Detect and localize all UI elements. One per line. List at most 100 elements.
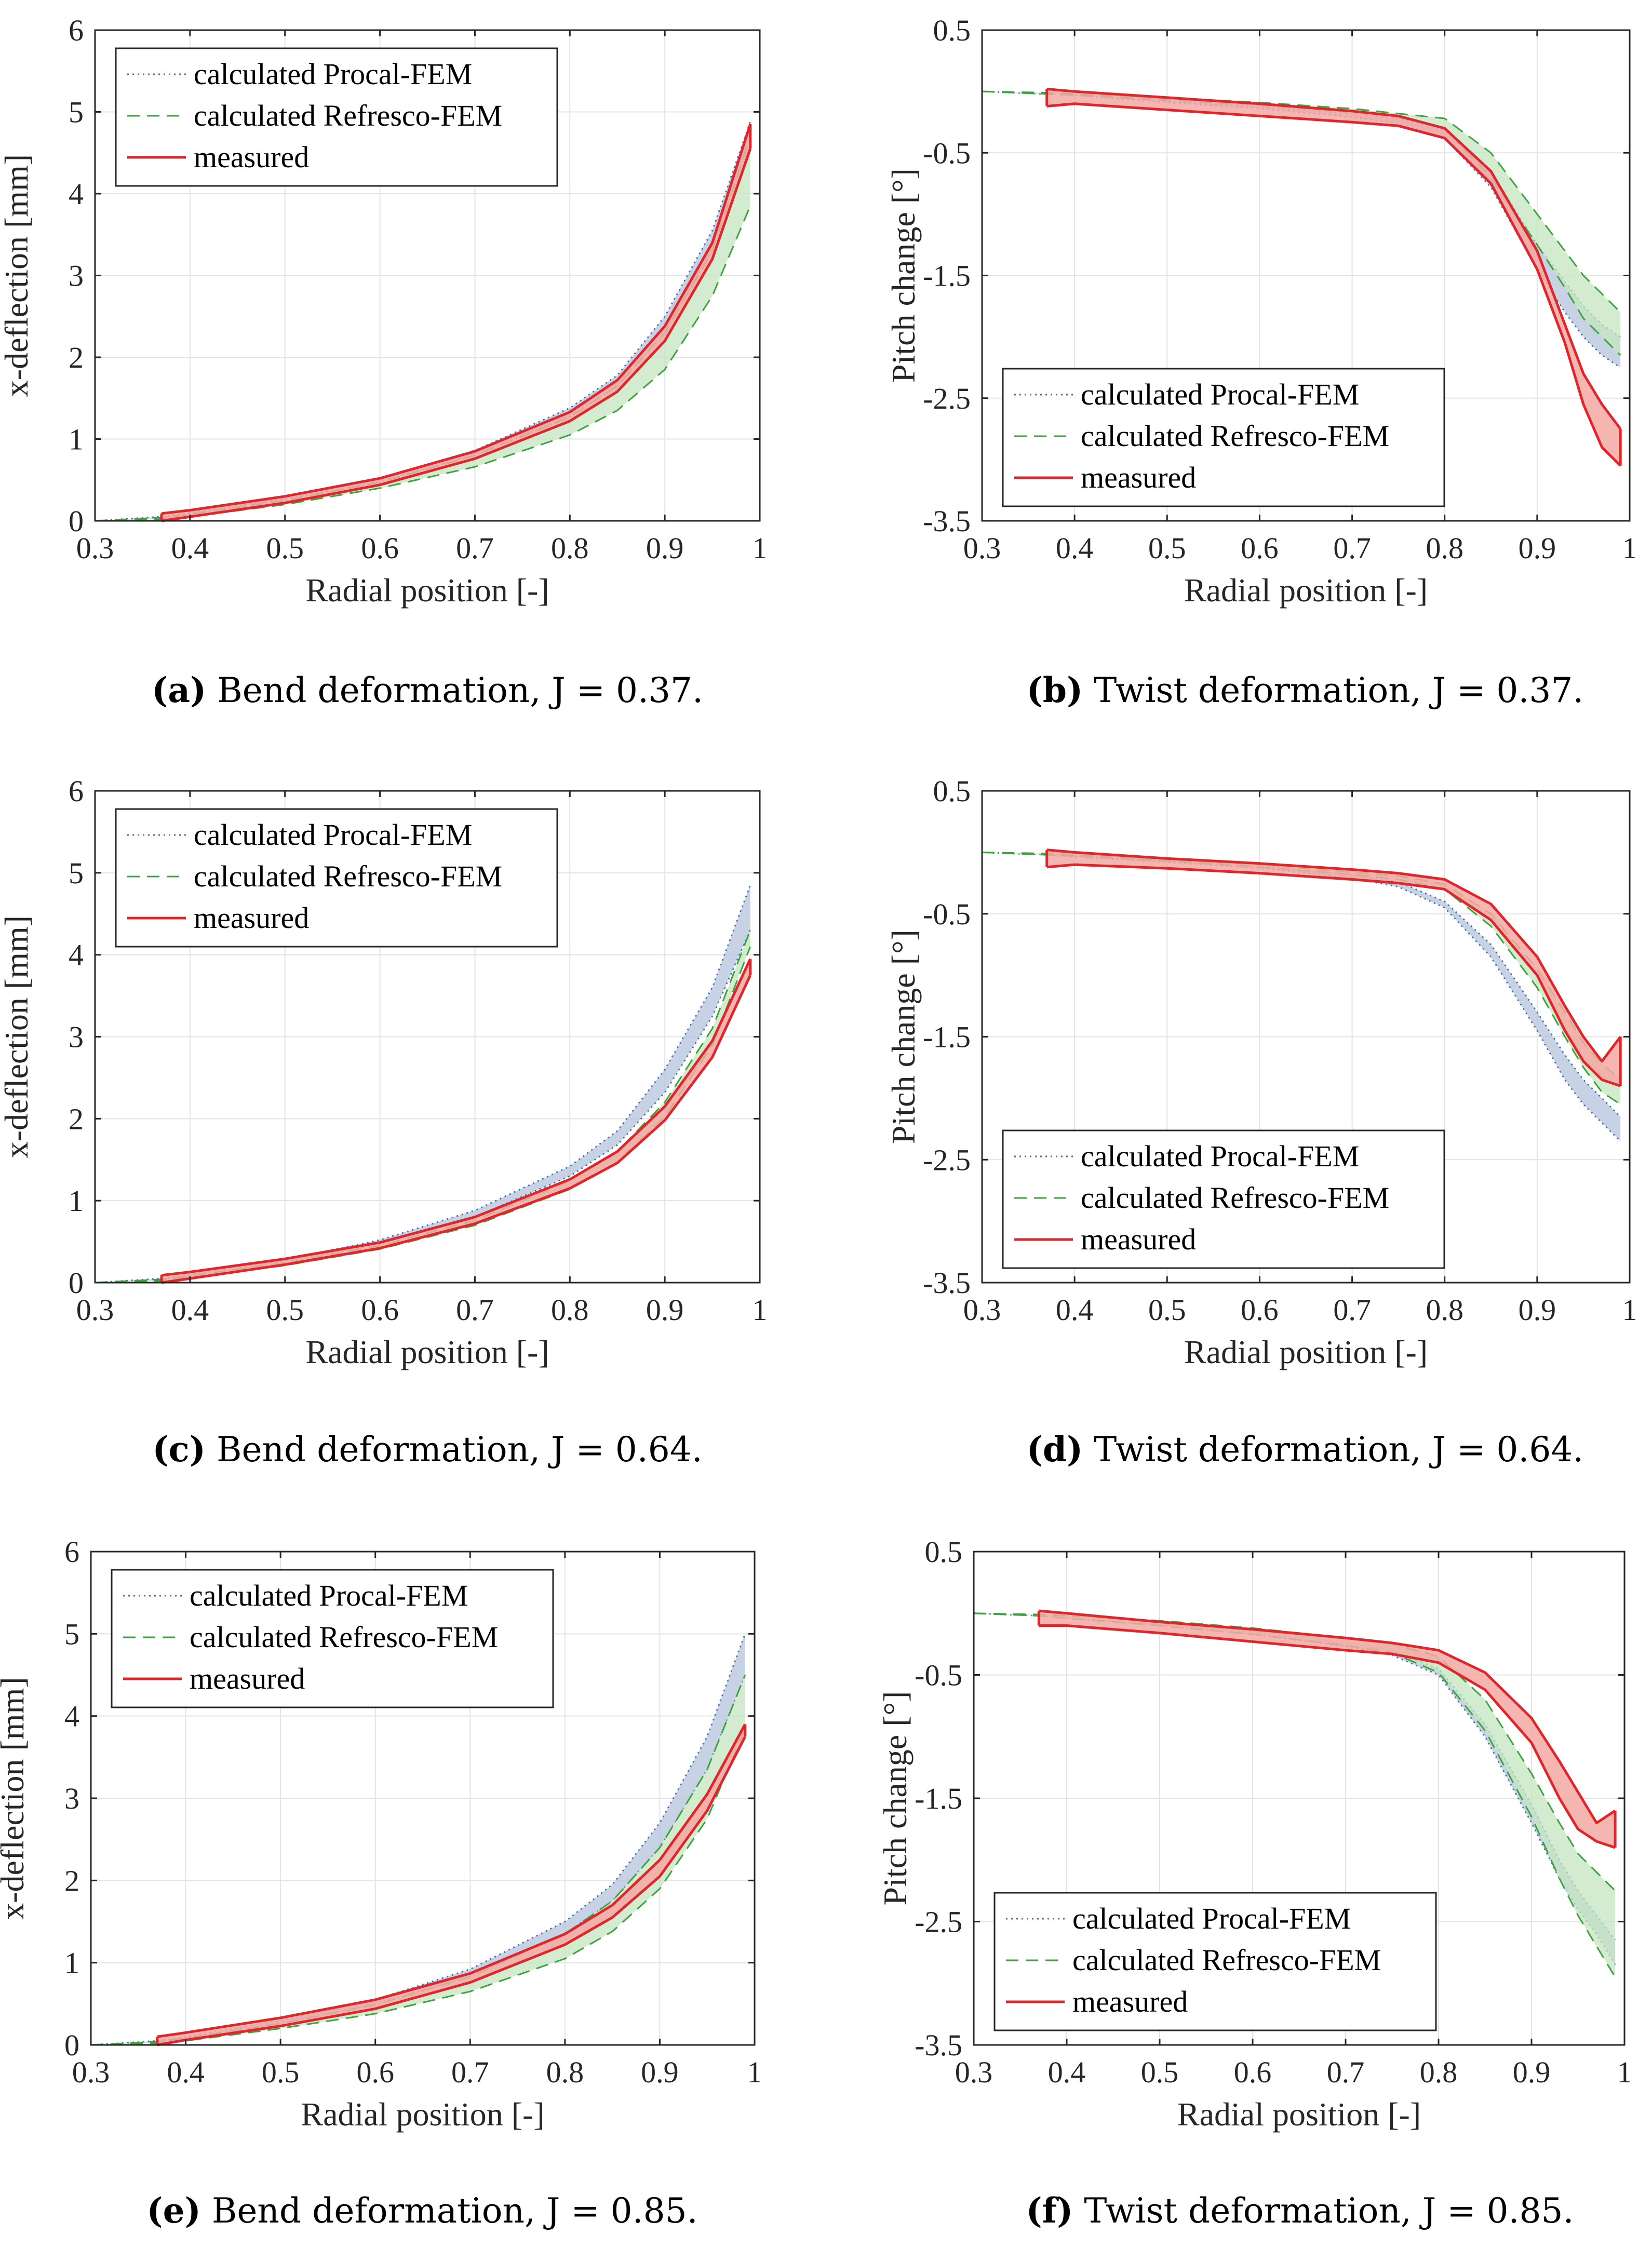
x-tick-label: 0.8 (1426, 1293, 1463, 1327)
panel-c-legend: calculated Procal-FEM calculated Refresco… (115, 808, 558, 948)
x-tick-label: 0.5 (266, 1293, 304, 1327)
legend-label-refresco: calculated Refresco-FEM (1081, 1181, 1389, 1215)
y-tick-label: 4 (64, 1700, 79, 1733)
legend-label-refresco: calculated Refresco-FEM (1072, 1943, 1381, 1977)
x-tick-label: 1 (1617, 2055, 1632, 2089)
legend-label-measured: measured (1072, 1985, 1188, 2018)
y-tick-label: -1.5 (923, 259, 971, 293)
x-tick-label: 0.3 (955, 2055, 993, 2089)
legend-label-refresco: calculated Refresco-FEM (190, 1620, 498, 1654)
x-axis-label: Radial position [-] (301, 2096, 544, 2133)
panel-d-caption: (d) Twist deformation, J = 0.64. (1027, 1429, 1584, 1470)
x-tick-label: 0.7 (1333, 531, 1371, 565)
x-tick-label: 0.8 (1420, 2055, 1458, 2089)
y-tick-label: 3 (69, 259, 84, 293)
panel-f-legend: calculated Procal-FEM calculated Refresco… (993, 1892, 1437, 2031)
x-tick-label: 0.8 (546, 2055, 584, 2089)
x-axis-label: Radial position [-] (1184, 1334, 1428, 1370)
measured-lower-line (161, 148, 752, 522)
panel-e-caption: (e) Bend deformation, J = 0.85. (146, 2190, 697, 2231)
x-tick-label: 0.6 (361, 531, 399, 565)
y-tick-label: -3.5 (923, 1266, 971, 1300)
x-tick-label: 0.5 (1148, 1293, 1186, 1327)
refresco-band (95, 136, 750, 521)
y-tick-label: 5 (69, 96, 84, 129)
y-tick-label: 0.5 (933, 774, 971, 808)
panel-b: 0.3 0.4 0.5 0.6 0.7 0.8 0.9 1 -3.5 -2.5 -1.5 -0.5 0.… (885, 14, 1637, 710)
panel-a-caption: (a) Bend deformation, J = 0.37. (152, 670, 703, 710)
y-tick-label: 2 (69, 1102, 84, 1136)
y-axis-label: x-deflection [mm] (0, 915, 35, 1158)
x-tick-label: 0.9 (641, 2055, 679, 2089)
panel-b-caption: (b) Twist deformation, J = 0.37. (1027, 670, 1584, 710)
y-tick-label: -2.5 (923, 1143, 971, 1177)
x-axis-label: Radial position [-] (1184, 572, 1428, 609)
y-tick-label: -0.5 (915, 1659, 962, 1692)
y-tick-label: 0 (69, 504, 84, 538)
measured-upper-line (1046, 849, 1622, 1063)
legend-label-measured: measured (194, 140, 309, 174)
measured-upper-line (1046, 87, 1622, 430)
x-tick-label: 0.7 (451, 2055, 489, 2089)
y-tick-label: 5 (69, 856, 84, 890)
panel-f-series-measured (1037, 1609, 1617, 1849)
x-tick-label: 1 (1622, 531, 1637, 565)
x-tick-label: 0.4 (1056, 1293, 1094, 1327)
y-axis-label: x-deflection [mm] (0, 154, 35, 397)
x-tick-label: 0.6 (1241, 531, 1279, 565)
panel-f: 0.3 0.4 0.5 0.6 0.7 0.8 0.9 1 -3.5 -2.5 -1.5 -0.5 0.… (877, 1535, 1632, 2231)
x-tick-label: 0.3 (963, 531, 1001, 565)
y-tick-label: 0 (64, 2028, 79, 2062)
y-tick-label: 6 (64, 1535, 79, 1569)
x-tick-label: 1 (753, 1293, 768, 1327)
y-tick-label: 4 (69, 177, 84, 211)
y-tick-label: -2.5 (915, 1905, 962, 1939)
x-tick-label: 0.3 (76, 531, 114, 565)
procal-upper-line (95, 884, 751, 1284)
legend-box (1002, 368, 1445, 507)
caption-text: Bend deformation, J = 0.85. (201, 2191, 698, 2231)
y-tick-label: -0.5 (923, 136, 971, 170)
procal-band (982, 852, 1621, 1141)
legend-label-procal: calculated Procal-FEM (1072, 1902, 1351, 1935)
x-tick-label: 0.4 (1048, 2055, 1086, 2089)
y-axis-label: Pitch change [°] (885, 168, 922, 383)
measured-lower-line (1039, 1624, 1616, 1849)
x-tick-label: 0.8 (1426, 531, 1463, 565)
y-tick-label: -1.5 (915, 1782, 962, 1815)
panel-e-series-measured (156, 1723, 747, 2046)
legend-label-measured: measured (1081, 461, 1196, 494)
caption-text: Twist deformation, J = 0.85. (1073, 2191, 1574, 2231)
x-tick-label: 0.9 (1519, 531, 1556, 565)
y-tick-label: 4 (69, 938, 84, 972)
y-tick-label: -0.5 (923, 897, 971, 931)
panel-c-caption: (c) Bend deformation, J = 0.64. (152, 1429, 702, 1470)
x-tick-label: 0.7 (1327, 2055, 1365, 2089)
measured-band (157, 1724, 745, 2045)
x-tick-label: 0.9 (1513, 2055, 1551, 2089)
x-tick-label: 0.8 (551, 1293, 589, 1327)
caption-letter: (b) (1027, 670, 1083, 710)
x-tick-label: 0.6 (356, 2055, 394, 2089)
x-tick-label: 0.3 (72, 2055, 110, 2089)
legend-label-procal: calculated Procal-FEM (194, 818, 472, 852)
legend-box (1002, 1129, 1445, 1269)
y-tick-label: 6 (69, 774, 84, 808)
panel-d-legend: calculated Procal-FEM calculated Refresco… (1002, 1129, 1445, 1269)
y-tick-label: 2 (69, 341, 84, 374)
x-tick-label: 0.4 (167, 2055, 205, 2089)
x-tick-label: 0.6 (1241, 1293, 1279, 1327)
legend-box (111, 1569, 554, 1708)
y-tick-label: 3 (69, 1020, 84, 1054)
x-tick-label: 0.4 (171, 531, 209, 565)
caption-letter: (f) (1026, 2190, 1073, 2231)
caption-letter: (a) (152, 670, 206, 710)
panel-c: 0.3 0.4 0.5 0.6 0.7 0.8 0.9 1 0 1 2 3 4 5 6 Radial posi… (0, 774, 768, 1470)
y-tick-label: 1 (69, 1184, 84, 1218)
y-tick-label: 1 (69, 423, 84, 456)
panel-d-series-measured (1045, 849, 1622, 1087)
legend-label-refresco: calculated Refresco-FEM (194, 99, 502, 132)
x-tick-label: 1 (747, 2055, 762, 2089)
x-tick-label: 0.5 (1141, 2055, 1179, 2089)
caption-letter: (c) (152, 1429, 206, 1470)
